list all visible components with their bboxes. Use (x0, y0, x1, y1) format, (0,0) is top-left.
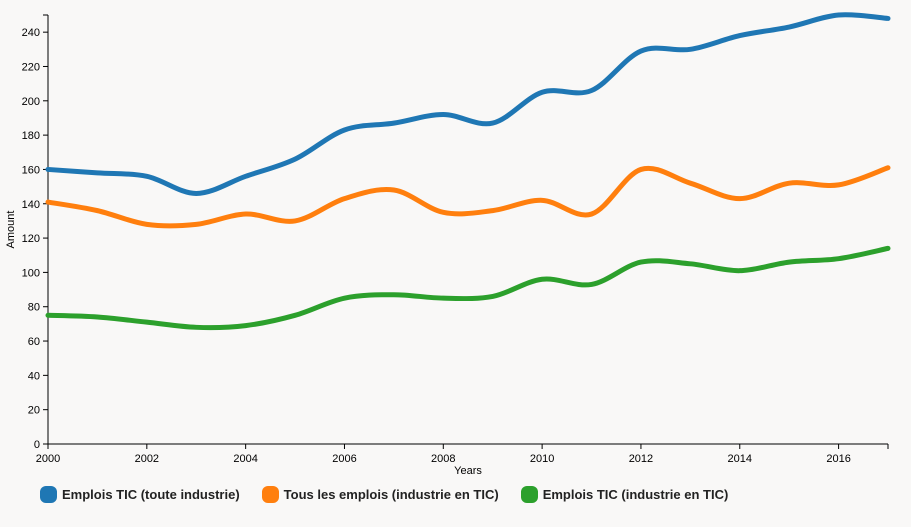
y-tick-label: 240 (22, 27, 40, 39)
x-tick-label: 2006 (332, 453, 356, 465)
legend-swatch (261, 486, 279, 503)
x-tick-label: 2000 (36, 453, 60, 465)
x-tick-label: 2008 (431, 453, 455, 465)
y-tick-label: 140 (22, 199, 40, 211)
series-line-2 (45, 245, 891, 331)
y-tick-label: 20 (28, 405, 40, 417)
y-tick-label: 160 (22, 164, 40, 176)
legend-label: Tous les emplois (industrie en TIC) (283, 487, 499, 502)
y-axis: 0 20 40 60 80 100 120 140 160 180 200 220 240 (22, 14, 49, 451)
series-line-0 (45, 12, 891, 196)
legend-swatch (40, 486, 57, 503)
y-tick-label: 220 (22, 61, 40, 73)
x-tick-label: 2014 (728, 453, 752, 465)
series-line-1 (45, 165, 891, 229)
x-axis-title: Years (454, 465, 482, 477)
legend-item-0[interactable]: Emplois TIC (toute industrie) (40, 486, 240, 503)
x-tick-label: 2002 (135, 453, 159, 465)
y-tick-label: 40 (28, 370, 40, 382)
legend-item-2[interactable]: Emplois TIC (industrie en TIC) (520, 486, 729, 503)
x-tick-label: 2010 (530, 453, 554, 465)
y-tick-label: 60 (28, 336, 40, 348)
legend-label: Emplois TIC (industrie en TIC) (542, 487, 729, 502)
y-tick-label: 80 (28, 302, 40, 314)
y-tick-label: 180 (22, 130, 40, 142)
legend-item-1[interactable]: Tous les emplois (industrie en TIC) (261, 486, 499, 503)
x-tick-label: 2012 (629, 453, 653, 465)
legend: Emplois TIC (toute industrie) Tous les em… (40, 486, 728, 503)
x-axis: 2000 2002 2004 2006 2008 2010 2012 2014 2016 (36, 443, 889, 465)
y-tick-label: 100 (22, 267, 40, 279)
y-tick-label: 200 (22, 96, 40, 108)
legend-swatch (520, 486, 538, 503)
x-tick-label: 2016 (826, 453, 850, 465)
x-tick-label: 2004 (233, 453, 257, 465)
series-lines (45, 12, 891, 331)
y-axis-title: Amount (5, 211, 17, 249)
legend-label: Emplois TIC (toute industrie) (62, 487, 240, 502)
y-tick-label: 120 (22, 233, 40, 245)
y-tick-label: 0 (34, 439, 40, 451)
